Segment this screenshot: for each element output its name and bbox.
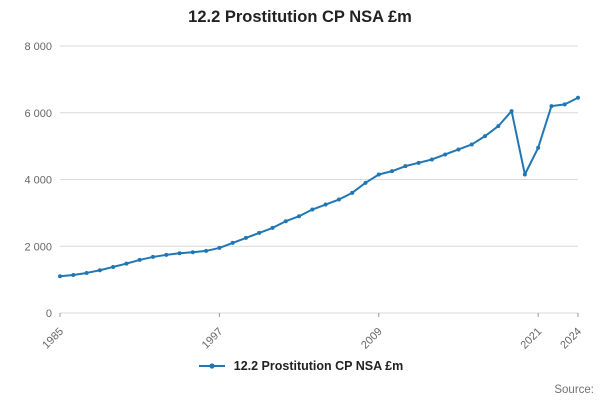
data-point-marker [390,169,395,174]
data-point-marker [177,251,182,256]
y-tick-label: 4 000 [24,175,52,187]
data-point-marker [403,164,408,169]
data-point-marker [310,207,315,212]
legend-label: 12.2 Prostitution CP NSA £m [233,359,404,373]
x-tick-label: 2024 [558,326,584,352]
data-point-marker [243,235,248,240]
data-point-marker [336,197,341,202]
data-point-marker [323,202,328,207]
data-point-marker [150,254,155,259]
data-point-marker [204,248,209,253]
data-point-marker [536,145,541,150]
data-point-marker [270,225,275,230]
x-tick-label: 1997 [200,326,226,352]
x-tick-label: 2021 [518,326,544,352]
data-point-marker [443,152,448,157]
data-point-marker [509,109,514,114]
data-point-marker [230,240,235,245]
data-point-marker [283,219,288,224]
source-text: Source: [554,384,594,396]
data-point-marker [164,252,169,257]
data-point-marker [97,268,102,273]
data-point-marker [257,230,262,235]
series-line [59,96,579,278]
data-point-marker [137,257,142,262]
data-point-marker [111,264,116,269]
data-point-marker [71,272,76,277]
legend-dot [209,363,215,369]
legend-item[interactable]: 12.2 Prostitution CP NSA £m [0,359,600,373]
data-point-marker [416,160,421,165]
data-point-marker [376,172,381,177]
legend-line-marker [198,363,225,369]
data-point-marker [562,102,567,107]
data-point-marker [549,104,554,109]
data-point-marker [58,274,62,279]
y-tick-label: 6 000 [24,108,52,120]
x-tick-label: 1985 [40,326,66,352]
data-point-marker [496,124,501,129]
data-point-marker [456,147,461,152]
data-point-marker [350,190,355,195]
data-point-marker [84,270,89,275]
data-point-marker [217,245,222,250]
line-chart: 0 2 000 4 000 6 000 8 000 1985 1997 2009 2021 202… [24,41,584,352]
data-point-marker [363,180,368,185]
data-point-marker [483,134,488,139]
data-point-marker [576,95,580,100]
data-point-marker [297,214,302,219]
chart-title: 12.2 Prostitution CP NSA £m [188,8,412,26]
y-tick-label: 8 000 [24,41,52,53]
data-point-marker [190,250,195,255]
x-tick-label: 2009 [359,326,385,352]
data-point-marker [124,261,129,266]
data-point-marker [429,157,434,162]
y-tick-label: 0 [46,308,52,320]
data-point-marker [469,142,474,147]
y-tick-label: 2 000 [24,241,52,253]
data-point-marker [522,172,527,177]
